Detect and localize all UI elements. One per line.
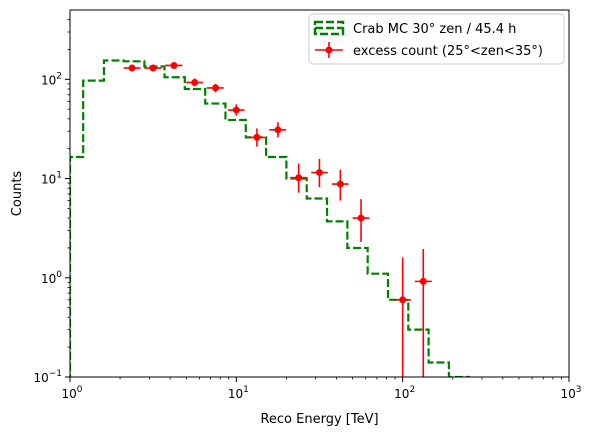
excess-point	[311, 158, 328, 188]
excess-point	[165, 61, 183, 69]
excess-marker	[170, 61, 178, 69]
mc-step-line	[70, 59, 471, 377]
excess-point	[269, 122, 287, 138]
excess-marker	[295, 174, 303, 182]
y-axis-label: Counts	[10, 171, 25, 217]
plot-area	[70, 59, 471, 377]
x-tick-label: 103	[560, 385, 581, 401]
excess-marker	[419, 277, 427, 285]
legend-box	[308, 13, 565, 65]
excess-point	[414, 249, 432, 377]
legend-excess-marker	[325, 46, 333, 54]
excess-point	[352, 199, 370, 242]
x-tick-label: 101	[228, 385, 249, 401]
legend-mc-swatch-box	[313, 20, 345, 36]
x-tick-label: 102	[394, 385, 415, 401]
excess-marker	[399, 296, 407, 304]
y-tick-label: 102	[41, 71, 62, 87]
excess-point	[394, 257, 411, 377]
excess-point	[331, 169, 349, 201]
excess-marker	[336, 180, 344, 188]
excess-marker	[128, 64, 136, 72]
excess-marker	[191, 78, 199, 86]
y-tick-label: 101	[41, 171, 62, 187]
excess-point	[248, 128, 266, 147]
excess-point	[144, 64, 162, 72]
plot-frame	[69, 9, 570, 378]
legend-excess-label: excess count (25°<zen<35°)	[353, 44, 543, 59]
x-tick-label: 100	[61, 385, 82, 401]
excess-marker	[149, 64, 157, 72]
excess-point	[206, 83, 224, 93]
x-axis-label: Reco Energy [TeV]	[260, 412, 378, 427]
excess-marker	[232, 106, 240, 114]
excess-point	[290, 163, 308, 193]
legend: Crab MC 30° zen / 45.4 h excess count (2…	[308, 13, 565, 65]
y-tick-label: 10−1	[33, 369, 62, 385]
y-tick-label: 100	[41, 270, 62, 286]
excess-marker	[253, 133, 261, 141]
excess-marker	[212, 84, 220, 92]
excess-point	[186, 78, 203, 87]
legend-mc-label: Crab MC 30° zen / 45.4 h	[353, 22, 516, 37]
excess-marker	[357, 214, 365, 222]
excess-point	[123, 64, 141, 72]
excess-point	[227, 104, 245, 116]
excess-marker	[315, 169, 323, 177]
excess-marker	[274, 126, 282, 134]
